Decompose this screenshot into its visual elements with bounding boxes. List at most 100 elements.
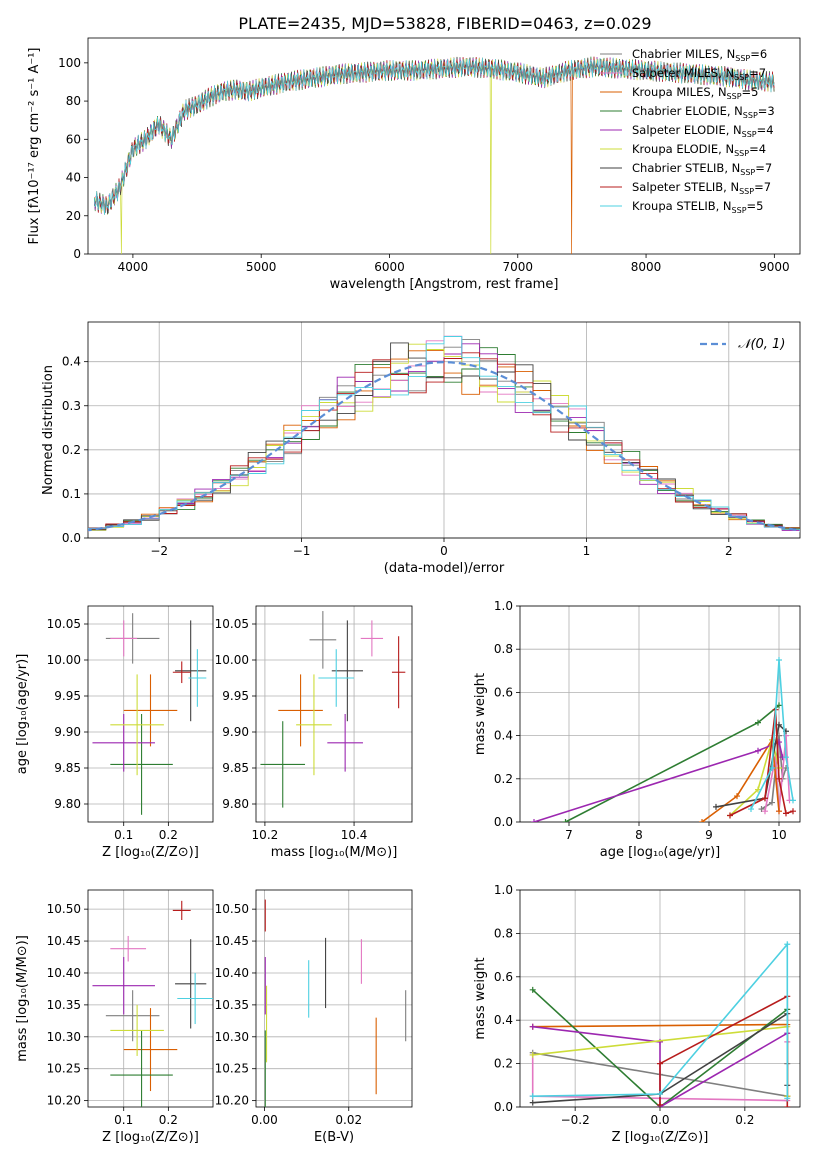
axes-frame xyxy=(87,605,214,823)
y-tick-label: 0 xyxy=(73,247,81,261)
weight-marker xyxy=(755,747,761,754)
weight-marker xyxy=(713,803,719,810)
y-tick-label: 0.0 xyxy=(494,815,513,829)
y-tick-label: 10.40 xyxy=(215,966,249,980)
normal-curve xyxy=(88,360,800,532)
x-tick-label: 7000 xyxy=(502,260,533,274)
y-tick-label: 10.35 xyxy=(47,998,81,1012)
weight-marker xyxy=(529,1099,536,1106)
panel-weight_vs_Z: −0.2 0.0 0.2 0.0 0.2 0.4 0.6 0.8 1.0 Z [log₁₀(Z/Z… xyxy=(473,883,801,1145)
y-tick-label: 9.90 xyxy=(222,725,249,739)
weight-marker xyxy=(790,808,796,815)
y-tick-label: 9.85 xyxy=(222,761,249,775)
x-tick-label: 7 xyxy=(565,828,573,842)
weight-marker xyxy=(758,806,765,813)
plot-area xyxy=(260,611,406,808)
y-tick-label: 10.50 xyxy=(215,902,249,916)
x-tick-label: 10 xyxy=(771,828,786,842)
weight-line xyxy=(532,942,789,1099)
panel-mass_vs_Z: 0.1 0.2 10.20 10.25 10.30 10.35 10.40 10.45 10.5… xyxy=(15,889,214,1145)
y-tick-label: 10.35 xyxy=(215,998,249,1012)
y-tick-label: 9.80 xyxy=(222,797,249,811)
y-tick-label: 10.00 xyxy=(215,653,249,667)
y-tick-label: 9.85 xyxy=(54,761,81,775)
weight-marker xyxy=(529,1093,536,1100)
histogram-series xyxy=(88,339,800,533)
figure-title: PLATE=2435, MJD=53828, FIBERID=0463, z=0… xyxy=(238,14,651,33)
plot-area xyxy=(531,657,796,822)
weight-marker xyxy=(776,657,782,663)
y-tick-label: 10.25 xyxy=(215,1062,249,1076)
plot-area xyxy=(264,899,407,1107)
weight-marker xyxy=(727,812,733,819)
y-tick-label: 10.40 xyxy=(47,966,81,980)
x-axis-label: mass [log₁₀(M/M⊙)] xyxy=(271,845,398,860)
x-tick-label: 0.1 xyxy=(114,828,133,842)
weight-marker xyxy=(755,719,761,726)
x-tick-label: 8 xyxy=(635,828,643,842)
y-axis-label: mass [log₁₀(M/M⊙)] xyxy=(15,935,30,1062)
x-tick-label: 0.1 xyxy=(114,1113,133,1127)
x-tick-label: 9 xyxy=(705,828,713,842)
weight-marker xyxy=(776,775,782,782)
weight-marker xyxy=(769,765,775,771)
x-tick-label: 0.00 xyxy=(251,1113,278,1127)
x-tick-label: 1 xyxy=(583,544,591,558)
x-tick-label: −2 xyxy=(150,544,168,558)
y-tick-label: 10.30 xyxy=(215,1030,249,1044)
x-tick-label: 0 xyxy=(440,544,448,558)
y-tick-label: 0.4 xyxy=(62,355,81,369)
legend-entry: Salpeter STELIB, NSSP=7 xyxy=(632,180,771,196)
weight-marker xyxy=(748,806,754,813)
y-tick-label: 10.25 xyxy=(47,1062,81,1076)
x-tick-label: 0.2 xyxy=(735,1113,754,1127)
y-tick-label: 80 xyxy=(66,94,81,108)
x-tick-label: 0.2 xyxy=(159,828,178,842)
y-tick-label: 10.05 xyxy=(215,617,249,631)
x-axis-label: Z [log₁₀(Z/Z⊙)] xyxy=(102,845,199,860)
weight-line xyxy=(659,994,789,1107)
y-tick-label: 0.2 xyxy=(494,1057,513,1071)
y-axis-label: Normed distribution xyxy=(41,365,56,495)
y-tick-label: 40 xyxy=(66,171,81,185)
histogram-series xyxy=(88,347,800,533)
y-tick-label: 9.80 xyxy=(54,797,81,811)
y-tick-label: 10.00 xyxy=(47,653,81,667)
y-tick-label: 0.1 xyxy=(62,487,81,501)
y-tick-label: 60 xyxy=(66,132,81,146)
y-tick-label: 20 xyxy=(66,209,81,223)
plot-area xyxy=(529,941,791,1107)
legend-entry: Salpeter ELODIE, NSSP=4 xyxy=(632,123,774,139)
y-tick-label: 0.4 xyxy=(494,1013,513,1027)
axes-frame xyxy=(519,605,801,823)
weight-marker xyxy=(784,1095,791,1102)
weight-marker xyxy=(776,808,782,815)
plot-area xyxy=(94,56,775,254)
legend-entry: 𝒩(0, 1) xyxy=(738,337,785,352)
x-tick-label: 10.4 xyxy=(341,828,368,842)
y-tick-label: 9.90 xyxy=(54,725,81,739)
weight-marker xyxy=(755,786,761,793)
histogram-series xyxy=(88,335,800,532)
spectrum-line xyxy=(94,57,775,215)
y-tick-label: 1.0 xyxy=(494,599,513,613)
weight-marker xyxy=(734,793,740,800)
x-tick-label: 5000 xyxy=(246,260,277,274)
weight-marker xyxy=(784,941,791,948)
plot-area xyxy=(92,900,213,1107)
x-axis-label: wavelength [Angstrom, rest frame] xyxy=(330,277,559,292)
legend-entry: Kroupa STELIB, NSSP=5 xyxy=(632,199,763,215)
y-tick-label: 0.2 xyxy=(62,443,81,457)
weight-marker xyxy=(769,799,775,806)
histogram-series xyxy=(88,352,800,533)
y-tick-label: 9.95 xyxy=(54,689,81,703)
plot-area xyxy=(92,613,207,815)
weight-marker xyxy=(529,1051,536,1058)
axes-frame xyxy=(255,889,413,1108)
y-axis-label: mass weight xyxy=(473,957,488,1039)
y-tick-label: 10.45 xyxy=(215,934,249,948)
weight-marker xyxy=(657,1090,663,1097)
weight-marker xyxy=(784,1104,791,1107)
weight-marker xyxy=(529,1023,536,1030)
